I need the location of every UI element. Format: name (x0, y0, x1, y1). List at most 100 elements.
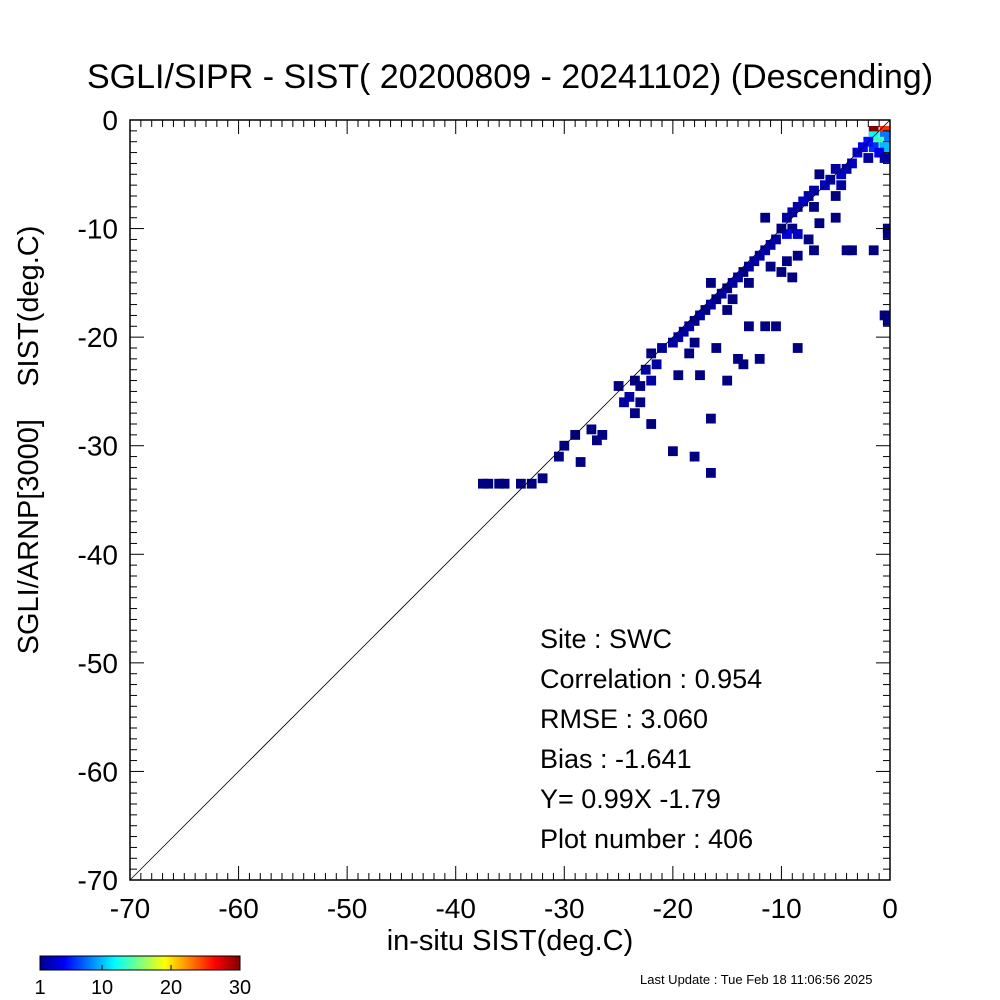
x-axis-ticks: -70 -60 -50 -40 -30 -20 -10 0 (110, 893, 898, 924)
density-cell (879, 131, 890, 142)
density-cell (765, 261, 776, 272)
y-tick-label: -50 (78, 648, 118, 679)
density-cell (836, 180, 847, 191)
x-tick-label: -60 (218, 893, 258, 924)
density-cell (668, 337, 678, 348)
density-cell (787, 272, 798, 283)
density-cell (711, 343, 722, 353)
y-tick-label: -40 (78, 539, 118, 570)
minor-ticks (129, 119, 891, 881)
last-update-text: Last Update : Tue Feb 18 11:06:56 2025 (640, 972, 873, 987)
y-axis-ticks: -70 -60 -50 -40 -30 -20 -10 0 (78, 105, 118, 896)
density-cell (678, 326, 689, 337)
density-cell (792, 343, 803, 353)
density-cell (776, 267, 787, 277)
density-cell (738, 267, 749, 277)
density-cell (526, 478, 537, 489)
density-cell (646, 348, 657, 359)
density-cell (651, 359, 662, 370)
colorbar-tick-label: 20 (160, 977, 182, 999)
density-cell (499, 478, 510, 489)
density-cell (727, 278, 738, 288)
density-cell (716, 288, 727, 299)
density-cell (879, 153, 890, 163)
density-cell (478, 478, 488, 489)
density-cell (624, 392, 635, 402)
density-cell (744, 321, 754, 332)
density-cell (841, 245, 852, 256)
density-cell (847, 158, 857, 169)
density-cell (771, 321, 781, 332)
density-cell (809, 202, 819, 212)
density-cell (760, 321, 771, 332)
density-cell (733, 272, 743, 283)
density-cell (882, 229, 890, 239)
density-cell (830, 164, 841, 174)
density-cell (537, 473, 548, 484)
density-cell (684, 348, 695, 359)
density-cell (868, 245, 879, 256)
colorbar-frame (39, 955, 241, 971)
density-cell (635, 397, 646, 408)
density-cell (706, 299, 716, 310)
density-cell (706, 468, 716, 478)
density-cell (874, 136, 885, 147)
density-cell (782, 212, 792, 223)
density-cell (868, 126, 879, 136)
density-cell (689, 451, 700, 462)
x-tick-label: -10 (761, 893, 801, 924)
x-axis-label: in-situ SIST(deg.C) (387, 925, 634, 957)
density-cell (592, 435, 602, 446)
colorbar-tick-label: 10 (91, 977, 113, 999)
one-to-one-line (129, 119, 891, 881)
density-cell (814, 169, 825, 180)
density-cell (630, 408, 640, 419)
density-cell (874, 147, 885, 158)
density-cell (689, 316, 700, 326)
density-cell (673, 370, 684, 381)
density-cell (803, 234, 814, 245)
stat-bias: Bias : -1.641 (540, 744, 692, 774)
density-cell (684, 321, 695, 332)
density-cell (483, 478, 494, 489)
colorbar-ticks: 1 10 20 30 (34, 955, 251, 999)
density-cell (787, 207, 798, 218)
density-cell (695, 310, 705, 321)
y-tick-label: -60 (78, 756, 118, 787)
stat-regression: Y= 0.99X -1.79 (540, 784, 721, 814)
y-tick-label: 0 (102, 105, 118, 136)
y-tick-label: -30 (78, 431, 118, 462)
density-cell (754, 354, 765, 364)
density-cell (722, 305, 733, 315)
density-cell (868, 142, 879, 153)
density-cell (695, 370, 705, 381)
density-cell (760, 245, 771, 256)
density-cell (879, 142, 890, 153)
density-cell (722, 375, 733, 386)
density-cell (700, 305, 711, 315)
density-cell (765, 240, 776, 250)
density-cell (646, 419, 657, 429)
density-cell (782, 256, 792, 267)
density-cell (798, 196, 809, 207)
density-cell (809, 185, 819, 196)
density-cell (673, 332, 684, 343)
density-cell (668, 446, 678, 457)
stat-plot-number: Plot number : 406 (540, 824, 753, 854)
density-cell (586, 424, 597, 435)
density-cell (792, 229, 803, 239)
y-axis-label: SGLI/ARNP[3000] SIST(deg.C) (13, 226, 45, 655)
density-cell (760, 212, 771, 223)
density-cell (744, 261, 754, 272)
density-cell (706, 278, 716, 288)
colorbar (40, 956, 240, 970)
y-tick-label: -10 (78, 214, 118, 245)
density-cell (706, 413, 716, 424)
density-cell (836, 169, 847, 180)
density-cell (754, 250, 765, 261)
chart-title: SGLI/SIPR - SIST( 20200809 - 20241102) (… (87, 58, 933, 96)
density-cell (841, 164, 852, 174)
x-tick-label: -20 (653, 893, 693, 924)
density-cell (771, 234, 781, 245)
